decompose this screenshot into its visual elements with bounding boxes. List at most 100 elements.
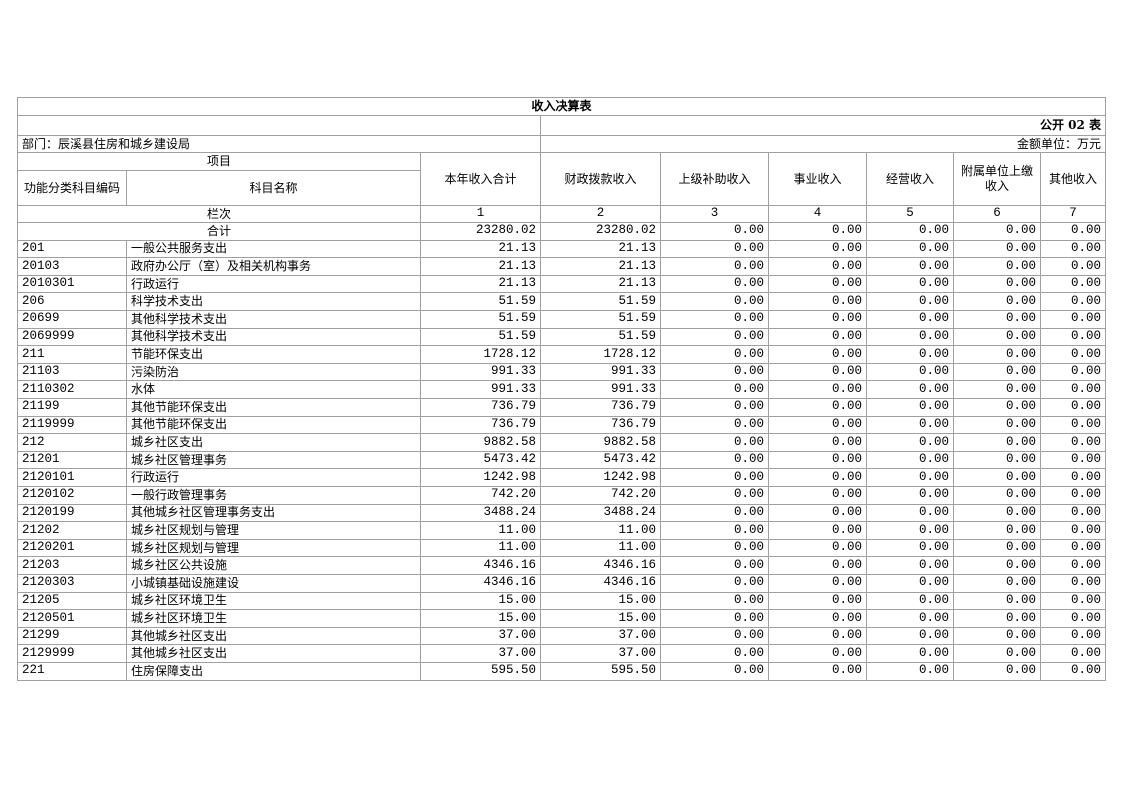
row-name-text: 城乡社区规划与管理 <box>131 540 240 555</box>
row-value: 0.00 <box>768 591 867 611</box>
row-value-text: 0.00 <box>733 293 764 308</box>
row-name: 城乡社区环境卫生 <box>126 591 421 611</box>
row-value: 0.00 <box>866 274 954 294</box>
row-value-text: 991.33 <box>490 381 536 396</box>
row-value-text: 51.59 <box>498 311 536 326</box>
row-value: 0.00 <box>866 327 954 347</box>
row-value-text: 0.00 <box>1005 241 1036 256</box>
row-value: 0.00 <box>953 521 1041 540</box>
row-value: 0.00 <box>953 450 1041 470</box>
row-value: 595.50 <box>420 662 541 681</box>
row-value: 0.00 <box>1040 433 1106 452</box>
row-value: 0.00 <box>866 574 954 593</box>
index-number-text: 3 <box>710 206 719 221</box>
row-value-text: 736.79 <box>610 399 656 414</box>
row-value: 37.00 <box>540 644 661 663</box>
header-column-text: 本年收入合计 <box>444 171 517 186</box>
row-value-text: 0.00 <box>733 381 764 396</box>
row-value-text: 0.00 <box>1005 346 1036 361</box>
row-value-text: 0.00 <box>733 593 764 608</box>
row-value-text: 4346.16 <box>603 575 656 590</box>
row-value-text: 0.00 <box>733 522 764 537</box>
row-code-text: 21201 <box>22 452 60 467</box>
row-value: 0.00 <box>953 609 1041 628</box>
header-group-text: 项目 <box>206 154 231 168</box>
row-value: 0.00 <box>660 644 769 663</box>
row-name-text: 其他科学技术支出 <box>131 311 228 326</box>
header-column-text: 经营收入 <box>885 171 934 186</box>
row-value-text: 0.00 <box>733 540 764 555</box>
row-value-text: 0.00 <box>1005 593 1036 608</box>
row-value: 0.00 <box>953 591 1041 611</box>
row-value-text: 0.00 <box>831 593 862 608</box>
row-name: 行政运行 <box>126 274 421 294</box>
row-value: 0.00 <box>660 521 769 540</box>
row-value: 0.00 <box>866 433 954 452</box>
row-name-text: 城乡社区公共设施 <box>131 558 228 573</box>
row-value-text: 11.00 <box>618 540 656 555</box>
row-value: 51.59 <box>540 310 661 329</box>
index-label: 栏次 <box>17 205 421 223</box>
row-value-text: 0.00 <box>831 540 862 555</box>
row-value: 0.00 <box>953 433 1041 452</box>
row-value-text: 0.00 <box>918 487 949 502</box>
row-name: 小城镇基础设施建设 <box>126 574 421 593</box>
row-name: 一般行政管理事务 <box>126 486 421 505</box>
row-value-text: 0.00 <box>1005 505 1036 520</box>
row-value-text: 0.00 <box>918 311 949 326</box>
row-value-text: 0.00 <box>831 241 862 256</box>
row-code: 2120102 <box>17 486 127 505</box>
row-value-text: 9882.58 <box>603 434 656 449</box>
row-value: 1728.12 <box>540 345 661 364</box>
row-code: 2120199 <box>17 503 127 523</box>
row-code-text: 2110302 <box>22 381 75 396</box>
row-name: 其他科学技术支出 <box>126 327 421 347</box>
row-value: 0.00 <box>1040 345 1106 364</box>
row-value: 0.00 <box>768 486 867 505</box>
row-value: 4346.16 <box>420 556 541 575</box>
row-value-text: 0.00 <box>918 293 949 308</box>
row-value: 0.00 <box>660 398 769 417</box>
row-code: 2010301 <box>17 274 127 294</box>
row-value: 0.00 <box>866 415 954 435</box>
row-value-text: 0.00 <box>1005 557 1036 572</box>
row-value-text: 15.00 <box>498 610 536 625</box>
total-value-text: 23280.02 <box>475 223 536 238</box>
row-name: 其他节能环保支出 <box>126 415 421 435</box>
row-code: 2110302 <box>17 380 127 399</box>
row-value: 0.00 <box>953 327 1041 347</box>
row-value: 991.33 <box>540 362 661 382</box>
row-value-text: 0.00 <box>1005 452 1036 467</box>
row-value: 0.00 <box>768 626 867 646</box>
index-number: 6 <box>953 205 1041 223</box>
row-code: 2120303 <box>17 574 127 593</box>
row-value-text: 0.00 <box>1005 276 1036 291</box>
row-code: 20699 <box>17 310 127 329</box>
row-code-text: 221 <box>22 663 45 678</box>
row-value: 15.00 <box>540 591 661 611</box>
row-value-text: 0.00 <box>1070 293 1101 308</box>
row-value-text: 3488.24 <box>603 505 656 520</box>
row-value: 0.00 <box>1040 644 1106 663</box>
row-name: 其他节能环保支出 <box>126 398 421 417</box>
department: 部门：辰溪县住房和城乡建设局 <box>17 135 541 153</box>
index-number-text: 4 <box>813 206 822 221</box>
header-code: 功能分类科目编码 <box>17 170 127 206</box>
row-code-text: 21103 <box>22 364 60 379</box>
row-value: 0.00 <box>1040 626 1106 646</box>
row-value-text: 0.00 <box>733 258 764 273</box>
row-value-text: 0.00 <box>1070 540 1101 555</box>
row-value: 0.00 <box>866 257 954 276</box>
row-value: 0.00 <box>866 556 954 575</box>
row-code-text: 2120501 <box>22 610 75 625</box>
row-value-text: 21.13 <box>498 258 536 273</box>
row-name: 城乡社区管理事务 <box>126 450 421 470</box>
row-value-text: 4346.16 <box>483 557 536 572</box>
header-column: 其他收入 <box>1040 152 1106 206</box>
row-value: 0.00 <box>953 239 1041 259</box>
index-number: 7 <box>1040 205 1106 223</box>
row-name: 其他城乡社区支出 <box>126 626 421 646</box>
row-value: 0.00 <box>768 415 867 435</box>
row-value: 0.00 <box>1040 591 1106 611</box>
row-name: 政府办公厅（室）及相关机构事务 <box>126 257 421 276</box>
